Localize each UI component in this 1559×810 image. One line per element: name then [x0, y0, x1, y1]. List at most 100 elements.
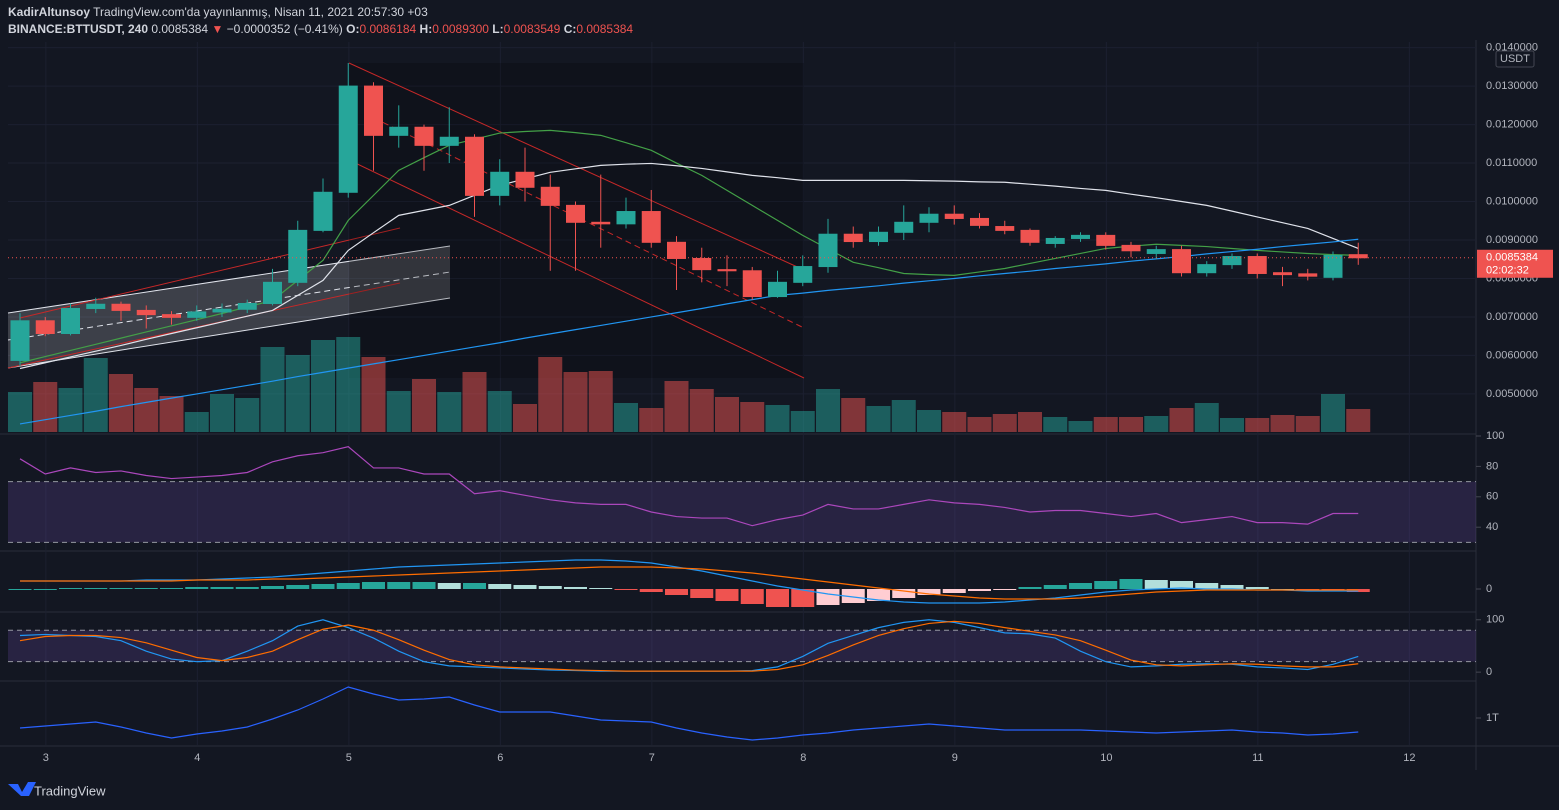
histogram-bar	[589, 588, 613, 589]
indicator-line	[19, 238, 1359, 425]
histogram-bar	[437, 583, 461, 589]
volume-bar	[992, 414, 1017, 432]
price-tag	[1477, 249, 1553, 278]
change: −0.0000352 (−0.41%)	[226, 22, 343, 36]
y-tick-label: 60	[1486, 491, 1498, 503]
volume-bar	[1093, 417, 1118, 432]
volume-bar	[1321, 394, 1345, 432]
l-label: L:	[492, 22, 504, 36]
histogram-bar	[892, 589, 916, 598]
candle-body	[35, 320, 55, 334]
histogram-bar	[1018, 587, 1042, 589]
volume-bar	[1270, 415, 1295, 432]
histogram-bar	[766, 589, 789, 607]
volume-bar	[1119, 417, 1143, 432]
candle-body	[237, 302, 257, 310]
histogram-bar	[488, 584, 512, 589]
c-label: C:	[563, 22, 577, 36]
candle-body	[995, 226, 1015, 231]
volume-bar	[361, 357, 386, 432]
x-tick-label: 3	[43, 752, 49, 764]
histogram-bar	[286, 585, 310, 589]
candle-body	[768, 281, 787, 298]
candle-body	[439, 136, 459, 146]
histogram-bar	[185, 587, 209, 589]
indicator-line	[20, 566, 1359, 600]
candle-body	[970, 217, 989, 226]
candle-body	[1071, 234, 1090, 239]
volume-bar	[260, 347, 285, 432]
volume-bar	[1194, 403, 1219, 432]
y-tick-label: 0.0100000	[1486, 195, 1538, 207]
candle-body	[389, 126, 409, 136]
candle-body	[187, 311, 207, 318]
y-tick-label: 0.0130000	[1486, 80, 1538, 92]
price-tag-label: 0.0085384	[1486, 252, 1538, 264]
volume-bar	[689, 389, 714, 432]
histogram-bar	[1043, 585, 1067, 589]
volume-bar	[1346, 409, 1371, 432]
volume-bar	[664, 381, 689, 432]
x-tick-label: 12	[1403, 752, 1415, 764]
histogram-bar	[1069, 583, 1092, 589]
candle-body	[364, 85, 383, 136]
volume-bar	[563, 372, 588, 432]
histogram-bar	[715, 589, 739, 601]
histogram-bar	[538, 586, 562, 589]
countdown: 02:02:32	[1486, 265, 1529, 277]
y-tick-label: 0.0090000	[1486, 234, 1538, 246]
volume-bar	[134, 388, 159, 432]
author: KadirAltunsoy	[8, 5, 91, 19]
histogram-bar	[942, 589, 966, 593]
histogram-bar	[235, 587, 259, 589]
histogram-bar	[84, 588, 108, 589]
l-value: 0.0083549	[503, 22, 561, 36]
histogram-bar	[1195, 583, 1219, 589]
candle-body	[1197, 264, 1217, 274]
candle-body	[465, 136, 484, 196]
histogram-bar	[160, 588, 183, 589]
volume-bar	[1295, 416, 1320, 432]
histogram-bar	[33, 589, 57, 590]
volume-bar	[311, 340, 335, 432]
candle-body	[1045, 237, 1065, 244]
y-tick-label: 0.0120000	[1486, 118, 1538, 130]
candle-body	[490, 171, 510, 196]
histogram-bar	[1144, 580, 1168, 589]
candle-body	[944, 213, 964, 219]
volume-bar	[816, 389, 840, 432]
histogram-bar	[463, 583, 486, 589]
candle-body	[162, 314, 181, 318]
h-label: H:	[419, 22, 433, 36]
histogram-bar	[841, 589, 865, 603]
candle-body	[919, 213, 939, 223]
candle-body	[263, 281, 282, 304]
x-tick-label: 4	[194, 752, 200, 764]
y-tick-label: 100	[1486, 614, 1504, 626]
trend-line	[348, 62, 805, 271]
histogram-bar	[1170, 581, 1193, 589]
histogram-bar	[8, 589, 32, 590]
indicator-line	[19, 620, 1359, 672]
candle-body	[288, 229, 308, 283]
candle-body	[414, 126, 434, 146]
volume-bar	[109, 374, 133, 432]
volume-bar	[83, 358, 108, 432]
channel-line	[7, 245, 451, 314]
histogram-bar	[917, 589, 941, 595]
x-tick-label: 10	[1100, 752, 1112, 764]
histogram-bar	[690, 589, 714, 598]
histogram-bar	[665, 589, 688, 595]
volume-bar	[58, 388, 83, 432]
volume-bar	[891, 400, 916, 432]
volume-bar	[336, 337, 361, 432]
candle-body	[338, 85, 358, 193]
volume-bar	[841, 398, 866, 432]
channel-mid	[7, 271, 451, 341]
candle-body	[843, 233, 863, 243]
x-tick-label: 5	[346, 752, 352, 764]
channel-fill	[8, 246, 450, 368]
candle-body	[540, 186, 560, 206]
histogram-bar	[513, 585, 537, 589]
